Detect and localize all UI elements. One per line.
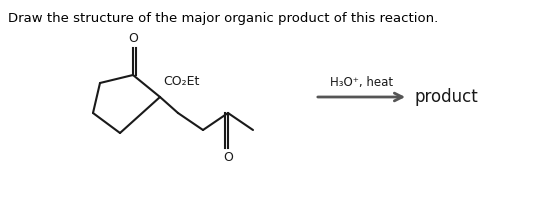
Text: O: O: [223, 151, 233, 164]
Text: product: product: [415, 88, 479, 106]
Text: O: O: [128, 32, 138, 45]
Text: Draw the structure of the major organic product of this reaction.: Draw the structure of the major organic …: [8, 12, 438, 25]
Text: CO₂Et: CO₂Et: [163, 75, 199, 88]
Text: H₃O⁺, heat: H₃O⁺, heat: [330, 76, 393, 89]
